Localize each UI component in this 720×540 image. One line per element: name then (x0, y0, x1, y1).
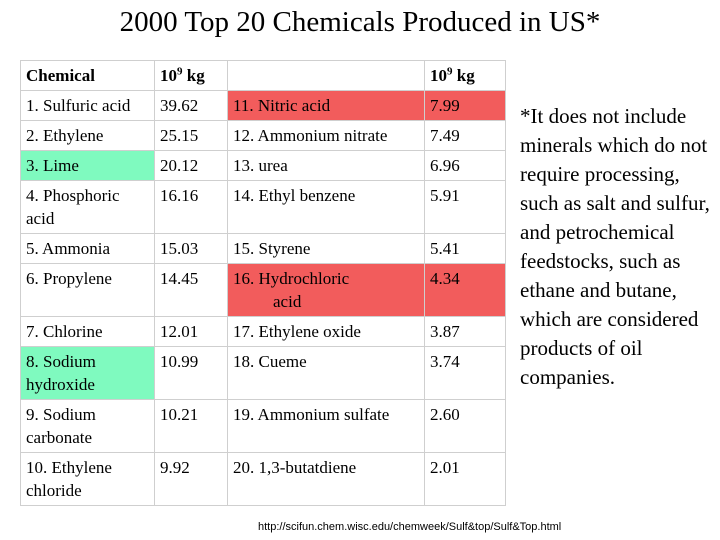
chemical-value: 10.21 (154, 399, 228, 453)
chemical-name: 1. Sulfuric acid (20, 90, 155, 121)
table-row: 2. Ethylene 25.15 12. Ammonium nitrate 7… (20, 120, 506, 151)
chemical-value: 12.01 (154, 316, 228, 347)
chemical-name: 18. Cueme (227, 346, 425, 400)
table-row: 10. Ethylene chloride 9.92 20. 1,3-butat… (20, 452, 506, 506)
chemical-name: 14. Ethyl benzene (227, 180, 425, 234)
chemical-value: 5.41 (424, 233, 506, 264)
footnote: *It does not include minerals which do n… (520, 104, 710, 389)
chemical-name: 3. Lime (20, 150, 155, 181)
chemical-value: 10.99 (154, 346, 228, 400)
chemical-value: 2.60 (424, 399, 506, 453)
chemical-name: 9. Sodium carbonate (20, 399, 155, 453)
chemical-name: 10. Ethylene chloride (20, 452, 155, 506)
chemical-name: 11. Nitric acid (227, 90, 425, 121)
header-unit-right: 109 kg (424, 60, 506, 91)
table-row: 5. Ammonia 15.03 15. Styrene 5.41 (20, 233, 506, 264)
chemical-name: 13. urea (227, 150, 425, 181)
chemical-value: 2.01 (424, 452, 506, 506)
chemical-name: 2. Ethylene (20, 120, 155, 151)
chemical-name: 7. Chlorine (20, 316, 155, 347)
chemical-value: 5.91 (424, 180, 506, 234)
header-chemical: Chemical (20, 60, 155, 91)
table-header-row: Chemical 109 kg 109 kg (20, 60, 506, 91)
chemical-value: 39.62 (154, 90, 228, 121)
table-row: 8. Sodium hydroxide 10.99 18. Cueme 3.74 (20, 346, 506, 400)
chemical-name: 5. Ammonia (20, 233, 155, 264)
chemical-value: 6.96 (424, 150, 506, 181)
chemical-value: 25.15 (154, 120, 228, 151)
chemical-value: 7.99 (424, 90, 506, 121)
table-row: 6. Propylene 14.45 16. Hydrochloric acid … (20, 263, 506, 317)
chemical-name: 15. Styrene (227, 233, 425, 264)
chemical-value: 9.92 (154, 452, 228, 506)
chemical-value: 20.12 (154, 150, 228, 181)
chemical-value: 15.03 (154, 233, 228, 264)
table-row: 9. Sodium carbonate 10.21 19. Ammonium s… (20, 399, 506, 453)
table-row: 4. Phosphoric acid 16.16 14. Ethyl benze… (20, 180, 506, 234)
table-row: 3. Lime 20.12 13. urea 6.96 (20, 150, 506, 181)
chemical-value: 3.87 (424, 316, 506, 347)
chemical-name: 19. Ammonium sulfate (227, 399, 425, 453)
chemical-value: 4.34 (424, 263, 506, 317)
source-url[interactable]: http://scifun.chem.wisc.edu/chemweek/Sul… (258, 521, 562, 533)
chemical-name: 6. Propylene (20, 263, 155, 317)
chemical-name: 17. Ethylene oxide (227, 316, 425, 347)
chemical-value: 14.45 (154, 263, 228, 317)
chemical-name: 12. Ammonium nitrate (227, 120, 425, 151)
chemical-name: 20. 1,3-butatdiene (227, 452, 425, 506)
chemical-value: 3.74 (424, 346, 506, 400)
table-row: 1. Sulfuric acid 39.62 11. Nitric acid 7… (20, 90, 506, 121)
header-empty (227, 60, 425, 91)
table-row: 7. Chlorine 12.01 17. Ethylene oxide 3.8… (20, 316, 506, 347)
chemicals-table: Chemical 109 kg 109 kg 1. Sulfuric acid … (20, 60, 506, 506)
chemical-name: 8. Sodium hydroxide (20, 346, 155, 400)
chemical-value: 7.49 (424, 120, 506, 151)
header-unit-left: 109 kg (154, 60, 228, 91)
chemical-name: 4. Phosphoric acid (20, 180, 155, 234)
chemical-name: 16. Hydrochloric acid (227, 263, 425, 317)
chemical-value: 16.16 (154, 180, 228, 234)
page-title: 2000 Top 20 Chemicals Produced in US* (119, 6, 601, 38)
